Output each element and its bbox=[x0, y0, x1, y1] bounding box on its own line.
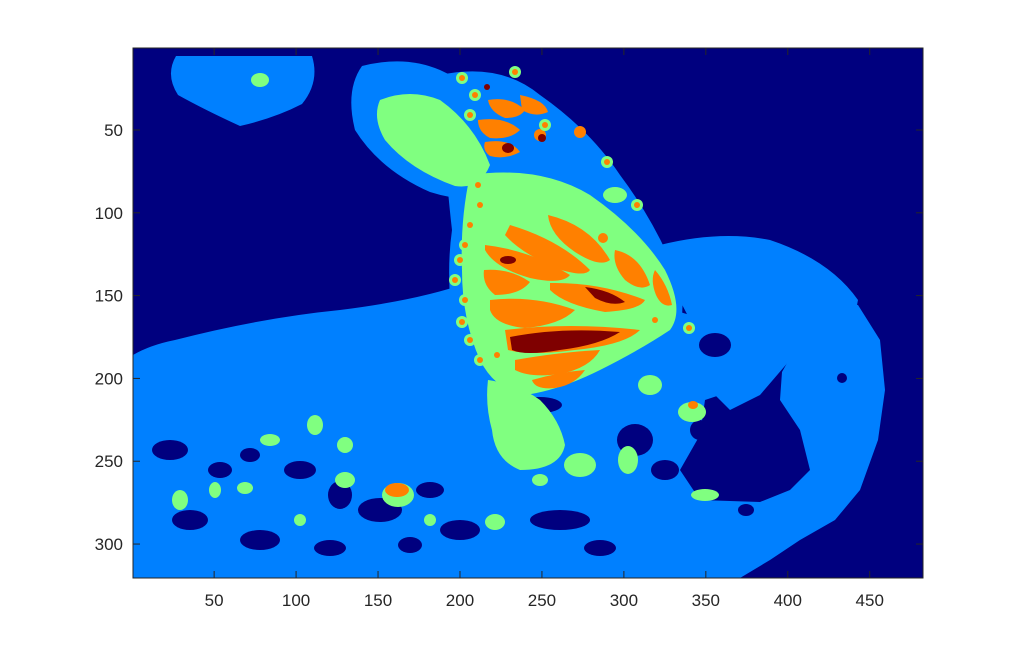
x-tick-label: 450 bbox=[856, 591, 884, 610]
plot-frame bbox=[132, 47, 924, 579]
level4-regions bbox=[484, 84, 625, 353]
y-tick-label: 300 bbox=[95, 535, 123, 554]
x-tick-label: 250 bbox=[528, 591, 556, 610]
x-tick-label: 300 bbox=[610, 591, 638, 610]
x-tick-label: 150 bbox=[364, 591, 392, 610]
y-tick-label: 150 bbox=[95, 287, 123, 306]
background-holes bbox=[152, 333, 847, 556]
x-tick-label: 350 bbox=[692, 591, 720, 610]
y-tick-label: 250 bbox=[95, 452, 123, 471]
heatmap-image bbox=[133, 48, 923, 578]
margin-spots bbox=[449, 66, 695, 366]
y-tick-label: 200 bbox=[95, 369, 123, 388]
y-tick-label: 50 bbox=[104, 121, 123, 140]
x-tick-label: 200 bbox=[446, 591, 474, 610]
x-tick-label: 100 bbox=[282, 591, 310, 610]
y-tick-label: 100 bbox=[95, 204, 123, 223]
axis-ticks: 50 100 150 200 250 300 350 400 450 50 100 150 200 250… bbox=[95, 48, 923, 610]
x-tick-label: 400 bbox=[774, 591, 802, 610]
x-tick-label: 50 bbox=[205, 591, 224, 610]
